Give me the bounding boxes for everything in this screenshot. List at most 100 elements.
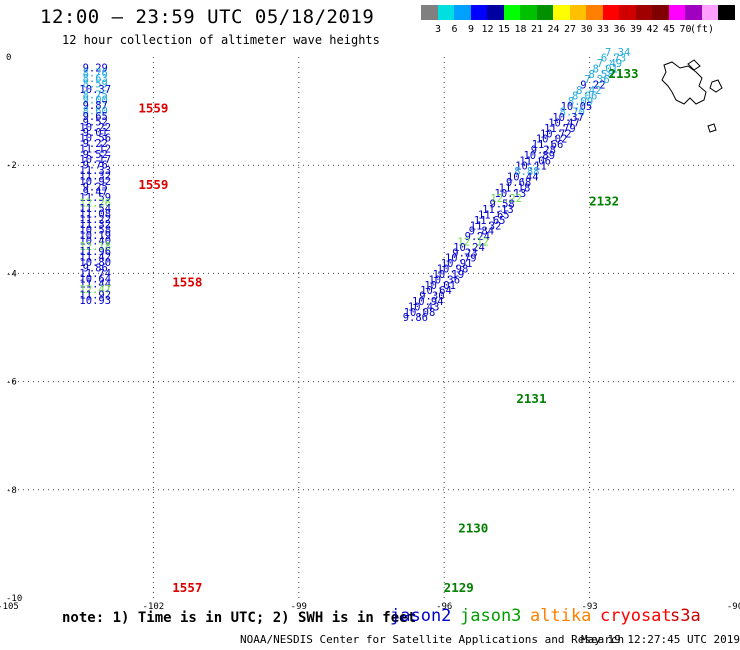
y-tick-label: -8 — [6, 486, 17, 496]
wave-height-value: 10.80 — [79, 257, 111, 269]
coastline-islands — [661, 59, 723, 133]
wave-height-value: 11.32 — [79, 170, 111, 182]
wave-height-value: 10.17 — [79, 154, 111, 166]
color-swatch — [569, 5, 587, 20]
wave-height-value: 8.58 — [589, 69, 614, 81]
pass-time-label: 2129 — [444, 580, 474, 595]
legend-jason2: jason2 — [390, 606, 452, 626]
color-swatch — [635, 5, 653, 20]
wave-height-value: 11.18 — [499, 182, 531, 194]
legend-jason3: jason3 — [460, 606, 522, 626]
wave-height-value: 9.28 — [531, 145, 556, 157]
wave-height-value: 9.86 — [83, 262, 108, 274]
wave-height-value: 8.75 — [83, 89, 108, 101]
y-tick-label: -10 — [6, 594, 22, 604]
wave-height-value: 11.32 — [470, 220, 502, 232]
pass-time-label: 2131 — [516, 391, 546, 406]
color-swatch — [718, 5, 735, 20]
wave-height-value: 11.08 — [79, 208, 111, 220]
wave-height-value: 11.42 — [79, 252, 111, 264]
wave-height-value: 10.58 — [79, 225, 111, 237]
color-swatch — [685, 5, 702, 20]
color-scale-label: 45 — [662, 24, 676, 35]
wave-height-value: 10.37 — [79, 84, 111, 96]
wave-height-value: 10.43 — [408, 301, 440, 313]
wave-height-value: 8.70 — [560, 107, 585, 119]
pass-time-label: 2133 — [608, 66, 638, 81]
pass-time-label: 2130 — [458, 521, 488, 536]
wave-height-value: 10.05 — [561, 101, 593, 113]
x-tick-label: -90 — [727, 602, 740, 612]
wave-height-value: 11.65 — [474, 215, 506, 227]
wave-height-value: 10.92 — [79, 176, 111, 188]
wave-height-value: 9.22 — [580, 80, 605, 92]
wave-height-value: 10.91 — [441, 258, 473, 270]
wave-height-value: 12.12 — [457, 236, 489, 248]
pass-time-label: 1559 — [138, 100, 168, 115]
color-scale-label: 21 — [530, 24, 544, 35]
y-tick-label: -4 — [6, 269, 17, 279]
color-swatch — [454, 5, 471, 20]
color-scale-label: 15 — [497, 24, 511, 35]
x-tick-label: -96 — [436, 602, 452, 612]
wave-height-value: 8.06 — [572, 90, 597, 102]
wave-height-value: 10.98 — [437, 264, 469, 276]
color-scale-label: 24 — [547, 24, 560, 35]
wave-height-value: 11.65 — [478, 209, 510, 221]
wave-height-value: 11.59 — [79, 192, 111, 204]
wave-height-value: 9.25 — [83, 181, 108, 193]
wave-height-value: 9.76 — [83, 160, 108, 172]
wave-height-value: 9.30 — [419, 291, 444, 303]
axis-ticks: -105 -102 -99 -96 -93 -90 0 -2 -4 -6 -8 -10 — [0, 53, 740, 612]
wave-height-value: 10.47 — [548, 117, 580, 129]
wave-height-value: 12.18 — [79, 241, 111, 253]
wave-height-value: 10.89 — [523, 150, 555, 162]
wave-height-value: 11.33 — [79, 165, 111, 177]
wave-height-value: 10.72 — [540, 128, 572, 140]
legend-s3a: s3a — [670, 606, 701, 626]
wave-height-value: 7.49 — [597, 58, 622, 70]
wave-height-value: 11.22 — [79, 214, 111, 226]
pass-time-label: 1559 — [138, 177, 168, 192]
wave-height-value: 9.29 — [83, 62, 108, 74]
color-scale-label: 6 — [451, 24, 458, 35]
wave-height-value: 10.02 — [536, 134, 568, 146]
wave-height-value: 11.13 — [482, 204, 514, 216]
color-swatch — [652, 5, 669, 20]
y-tick-label: -6 — [6, 378, 17, 388]
color-swatch — [487, 5, 504, 20]
wave-height-value: 11.79 — [544, 123, 576, 135]
wave-height-value: 9.86 — [403, 312, 428, 324]
wave-height-value: 8.60 — [83, 106, 108, 118]
wave-height-value: 10.08 — [404, 307, 436, 319]
wave-height-value: 9.58 — [489, 199, 514, 211]
color-swatch — [421, 5, 438, 20]
wave-height-value: 11.06 — [519, 155, 551, 167]
y-tick-label: 0 — [6, 53, 11, 63]
wave-height-value: 9.52 — [83, 149, 108, 161]
color-swatch — [470, 5, 488, 20]
wave-height-value: 9.24 — [465, 231, 490, 243]
wave-height-value: 10.64 — [420, 285, 452, 297]
wave-height-value: 10.24 — [453, 242, 485, 254]
wave-height-value: 6.73 — [601, 53, 626, 65]
legend-altika: altika — [530, 606, 592, 626]
wave-height-value: 8.63 — [83, 73, 108, 85]
units-note: note: 1) Time is in UTC; 2) SWH is in fe… — [62, 610, 417, 626]
color-swatch — [503, 5, 521, 20]
wave-height-value: 10.36 — [428, 274, 460, 286]
wave-height-value: 10.22 — [79, 122, 111, 134]
chart-title: 12:00 — 23:59 UTC 05/18/2019 — [40, 6, 375, 28]
wave-height-value: 10.13 — [495, 188, 527, 200]
wave-height-value: 10.79 — [445, 253, 477, 265]
color-swatch — [536, 5, 554, 20]
wave-height-value: 10.94 — [412, 296, 444, 308]
wave-height-value: 8.42 — [576, 85, 601, 97]
wave-height-value: 9.68 — [506, 177, 531, 189]
grid-lines — [8, 57, 735, 598]
color-scale-label: 12 — [481, 24, 494, 35]
wave-height-value: 11.12 — [79, 143, 111, 155]
wave-height-value: 9.52 — [83, 116, 108, 128]
color-scale-label: 70 — [679, 24, 692, 35]
wave-height-value: 10.93 — [79, 295, 111, 307]
